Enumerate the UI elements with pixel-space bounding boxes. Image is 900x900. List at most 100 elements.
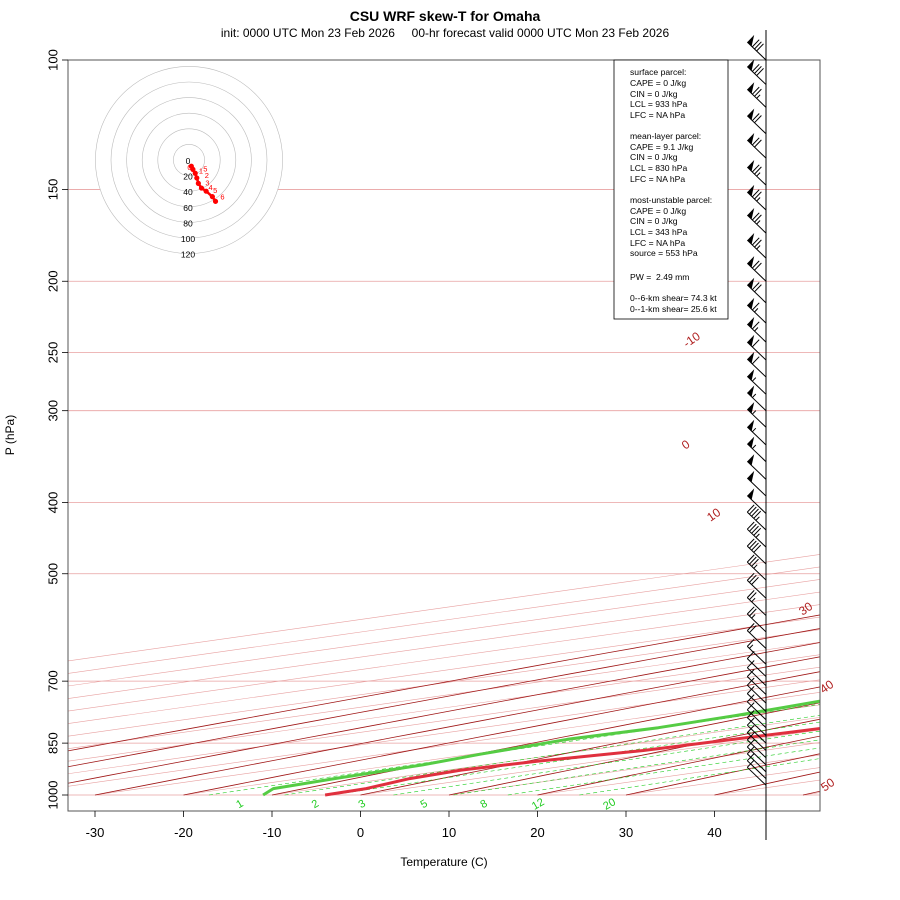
wind-barb-feather	[746, 554, 755, 563]
isotherm-line	[271, 717, 820, 796]
wind-barb-feather	[749, 540, 757, 549]
mixing-ratio-label: 8	[478, 798, 489, 811]
wind-barb-flag	[747, 402, 755, 414]
isotherm-line	[183, 704, 820, 796]
x-axis-label: Temperature (C)	[400, 855, 487, 869]
wind-barb-staff	[746, 766, 767, 786]
wind-barb-feather	[751, 63, 760, 72]
stats-ml-head: mean-layer parcel:	[630, 131, 701, 141]
wind-barb-flag	[747, 256, 755, 268]
hodograph-ring	[126, 97, 252, 223]
x-tick-label: 10	[442, 825, 456, 840]
wind-barb-flag	[747, 488, 755, 500]
wind-barb-staff	[746, 41, 767, 61]
wind-barb-feather	[746, 590, 755, 598]
wind-barb-feather	[751, 542, 759, 551]
hodograph-point	[195, 180, 201, 186]
stats-mu-lcl: LCL = 343 hPa	[630, 227, 687, 237]
wind-barb-half-feather	[751, 444, 757, 449]
wind-barb-feather	[751, 302, 760, 311]
wind-barb-feather	[749, 506, 757, 515]
wind-barb-staff	[746, 724, 767, 744]
y-tick-label: 150	[45, 179, 60, 201]
stats-mu-cape: CAPE = 0 J/kg	[630, 206, 686, 216]
wind-barb-feather	[751, 525, 759, 534]
stats-mu-lfc: LFC = NA hPa	[630, 238, 685, 248]
wind-barb-feather	[754, 166, 762, 175]
wind-barb-half-feather	[756, 245, 761, 250]
wind-barb-staff	[746, 597, 767, 616]
wind-barbs	[746, 30, 767, 840]
wind-barb-staff	[746, 701, 767, 721]
wind-barb-staff	[746, 646, 767, 665]
mixing-ratio-label: 3	[357, 798, 368, 811]
y-tick-label: 250	[45, 342, 60, 364]
isotherm-label: 0	[679, 437, 693, 452]
wind-barb-feather	[746, 739, 755, 748]
wind-barb-staff	[746, 580, 767, 599]
x-tick-label: -30	[86, 825, 105, 840]
x-tick-label: 20	[530, 825, 544, 840]
wind-barb-half-feather	[756, 197, 761, 202]
wind-barb-feather	[751, 212, 760, 221]
stats-surface-lcl: LCL = 933 hPa	[630, 99, 687, 109]
y-tick-label: 300	[45, 400, 60, 422]
stats-shear-06: 0--6-km shear= 74.3 kt	[630, 293, 717, 303]
dry-adiabat-line	[892, 60, 900, 795]
wind-barb-feather	[746, 623, 755, 631]
hodograph-ring	[110, 81, 268, 239]
wind-barb-feather	[751, 356, 760, 365]
wind-barb-feather	[746, 651, 755, 659]
isotherm-line	[68, 604, 820, 712]
isotherm-line	[68, 566, 820, 674]
wind-barb-feather	[754, 115, 762, 124]
wind-barb-feather	[746, 638, 755, 647]
hodograph-ring-label: 20	[183, 172, 193, 182]
hodograph-ring-label: 40	[183, 187, 193, 197]
wind-barb-feather	[753, 544, 762, 553]
wind-barb-feather	[754, 239, 762, 248]
wind-barb-feather	[746, 702, 755, 711]
mixing-ratio-label: 5	[418, 798, 429, 811]
hodograph-ring	[157, 128, 221, 192]
isotherm-label: 30	[796, 599, 815, 618]
wind-barb-staff	[746, 732, 767, 751]
mixing-ratio-line	[393, 730, 820, 796]
wind-barb-flag	[747, 82, 755, 94]
x-tick-label: 30	[619, 825, 633, 840]
hodograph-point-label: 2	[205, 171, 209, 180]
hodograph-ring-label: 100	[181, 234, 195, 244]
wind-barb-feather	[746, 759, 755, 768]
wind-barb-half-feather	[751, 393, 757, 398]
wind-barb-half-feather	[756, 94, 761, 99]
wind-barb-flag	[747, 34, 755, 47]
stats-box-frame	[613, 59, 729, 320]
wind-barb-staff	[746, 545, 767, 565]
wind-barb-flag	[747, 297, 755, 310]
mixing-ratio-line	[453, 739, 820, 796]
wind-barb-half-feather	[756, 220, 761, 225]
wind-barb-staff	[746, 561, 767, 581]
wind-barb-half-feather	[751, 410, 757, 415]
dry-adiabat-line	[537, 735, 820, 796]
stats-surface-cape: CAPE = 0 J/kg	[630, 78, 686, 88]
stats-mu-head: most-unstable parcel:	[630, 195, 712, 205]
hodograph-ring	[95, 66, 283, 254]
wind-barb-feather	[751, 164, 760, 173]
hodograph-ring	[173, 144, 205, 176]
x-tick-label: -10	[263, 825, 282, 840]
wind-barb-staff	[746, 684, 767, 704]
hodograph-point	[192, 170, 198, 176]
hodograph-ring-label: 120	[181, 250, 195, 260]
y-tick-label: 500	[45, 563, 60, 585]
stats-mu-source: source = 553 hPa	[630, 248, 698, 258]
wind-barb-staff	[746, 709, 767, 729]
chart-subtitle: init: 0000 UTC Mon 23 Feb 2026 00-hr for…	[221, 26, 670, 40]
hodograph-point	[190, 166, 196, 172]
wind-barb-flag	[747, 233, 755, 245]
wind-barb-feather	[749, 556, 757, 565]
wind-barb-flag	[747, 470, 755, 483]
wind-barb-feather	[754, 284, 762, 293]
